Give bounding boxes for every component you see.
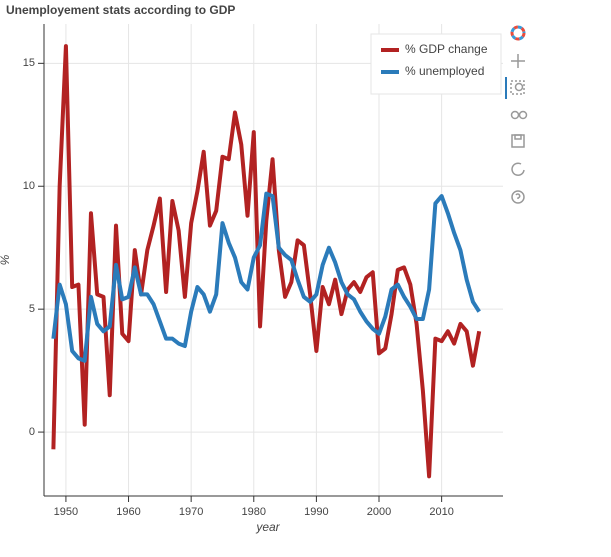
y-tick-label: 0 [29, 426, 35, 438]
wheel-zoom-tool[interactable] [510, 110, 528, 120]
box-zoom-tool[interactable] [510, 80, 525, 95]
y-tick-label: 15 [23, 57, 35, 69]
y-axis-label: % [0, 254, 12, 265]
pan-tool[interactable] [511, 54, 525, 68]
x-tick-label: 1970 [179, 506, 203, 518]
series-line [51, 191, 481, 363]
y-tick-label: 5 [29, 303, 35, 315]
legend-label: % GDP change [405, 42, 488, 56]
x-axis-label: year [255, 520, 280, 534]
active-tool-marker [505, 77, 507, 99]
x-tick-label: 2000 [367, 506, 391, 518]
x-tick-label: 1980 [242, 506, 266, 518]
save-tool[interactable] [511, 134, 525, 148]
chart-title: Unemployement stats according to GDP [6, 3, 235, 17]
bokeh-logo[interactable] [510, 25, 526, 41]
x-tick-label: 1950 [54, 506, 78, 518]
help-tool[interactable] [511, 190, 525, 204]
toolbar [505, 25, 528, 204]
x-tick-label: 1960 [116, 506, 140, 518]
legend-label: % unemployed [405, 64, 484, 78]
x-tick-label: 2010 [429, 506, 453, 518]
x-tick-label: 1990 [304, 506, 328, 518]
legend-box [370, 33, 502, 95]
series-line [51, 44, 482, 479]
y-tick-label: 10 [23, 180, 35, 192]
legend: % GDP change % unemployed [370, 33, 502, 95]
reset-tool[interactable] [511, 162, 525, 176]
